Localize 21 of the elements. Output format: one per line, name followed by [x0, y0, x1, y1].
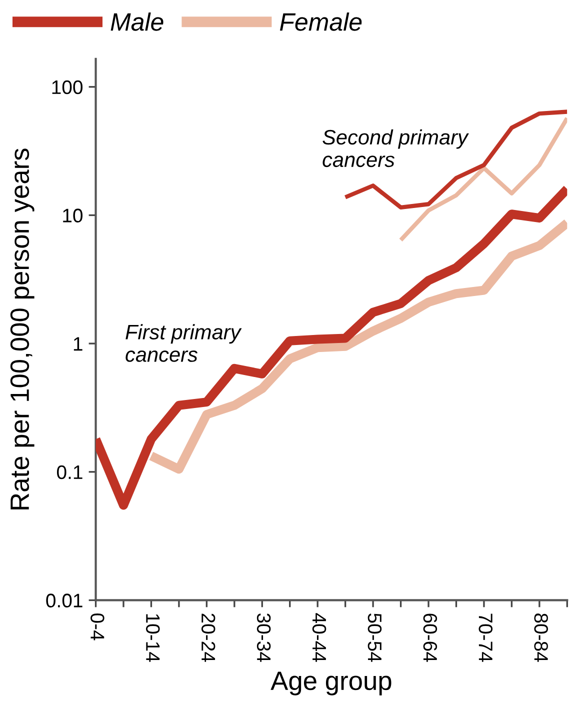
x-tick-label: 40-44: [312, 613, 326, 662]
x-tick-label: 10-14: [146, 614, 160, 662]
x-tick-label: 70-74: [478, 614, 493, 662]
y-axis-title: Rate per 100,000 person years: [10, 148, 34, 510]
y-tick-label: 100: [52, 80, 83, 94]
y-tick-label: 0.01: [46, 594, 82, 608]
line-series: [398, 116, 568, 242]
y-tick-label: 10: [63, 208, 82, 222]
y-tick-label: 0.1: [56, 465, 82, 480]
annotation: Second primary cancers: [322, 129, 469, 168]
x-tick-label: 0-4: [90, 613, 104, 640]
y-tick-label: 1: [74, 337, 82, 351]
x-tick-label: 60-64: [423, 614, 438, 662]
x-tick-label: 50-54: [368, 613, 382, 662]
x-axis-title: Age group: [270, 672, 392, 696]
x-tick-label: 80-84: [534, 614, 548, 662]
annotation: First primary cancers: [126, 324, 242, 362]
legend-label: Male: [110, 12, 164, 31]
x-tick-label: 20-24: [201, 614, 216, 662]
x-tick-label: 30-34: [256, 613, 271, 662]
legend-label: Female: [280, 12, 362, 31]
